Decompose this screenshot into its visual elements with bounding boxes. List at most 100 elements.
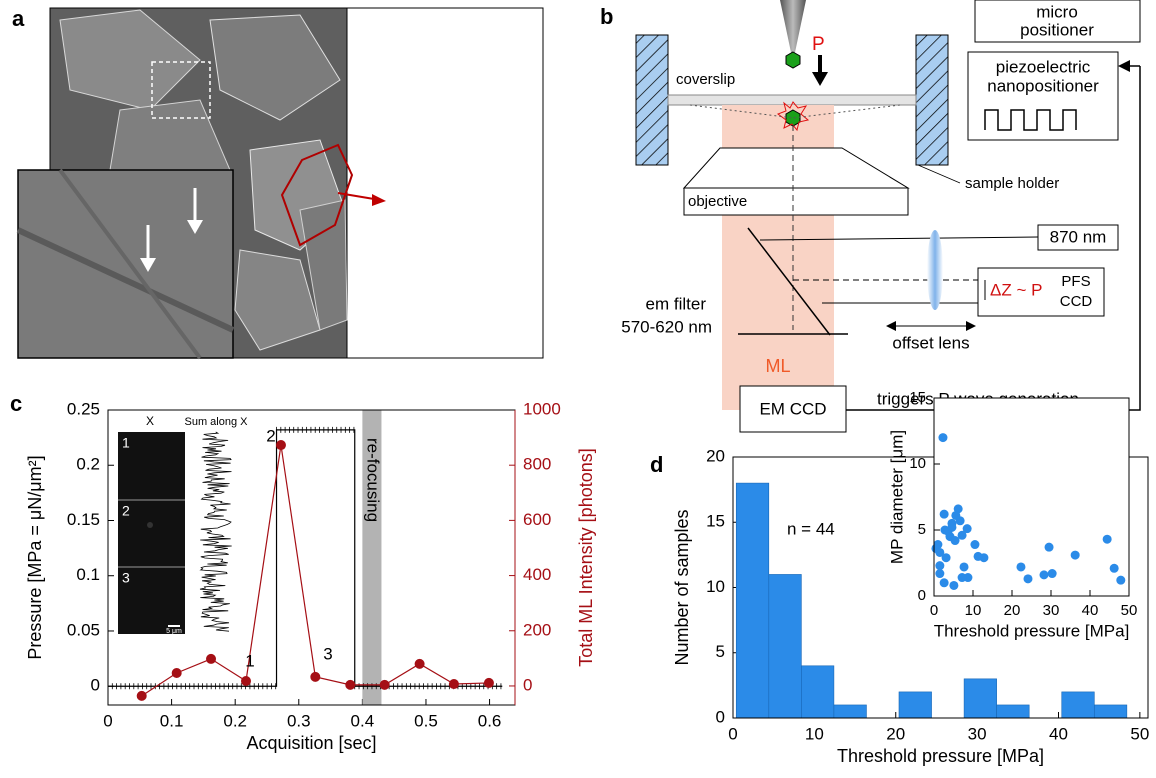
data-point: [310, 671, 321, 682]
y-axis-label: Pressure [MPa = μN/μm²]: [25, 455, 45, 659]
box-label: micro: [1036, 2, 1078, 21]
frame-label: 3: [122, 570, 130, 586]
scale-bar-label: 5 μm: [451, 302, 489, 321]
x-tick-label: 50: [1130, 724, 1149, 743]
ml-label: ML: [765, 356, 790, 376]
panel-label: a: [12, 6, 25, 31]
x-tick-label: 0.3: [287, 711, 311, 730]
y-tick-label: 0: [91, 676, 100, 695]
scatter-point: [973, 551, 983, 561]
y2-tick-label: 400: [523, 565, 551, 584]
x-tick-label: 40: [1082, 602, 1099, 619]
y-tick-label: 0.25: [67, 399, 100, 418]
scatter-point: [957, 530, 967, 540]
x-tick-label: 10: [805, 724, 824, 743]
holder-label: sample holder: [965, 175, 1059, 192]
box-label: nanopositioner: [987, 76, 1099, 95]
x-axis-label: Threshold pressure [MPa]: [837, 746, 1044, 766]
y-tick-label: 20: [706, 446, 725, 465]
box-label: positioner: [1020, 20, 1094, 39]
point-annotation: 3: [323, 644, 332, 663]
scatter-point: [951, 510, 961, 520]
scatter-point: [1102, 534, 1112, 544]
scatter-point: [962, 524, 972, 534]
bar: [833, 704, 867, 719]
x-tick-label: 0.4: [351, 711, 375, 730]
bar: [768, 574, 802, 719]
objective-label: objective: [688, 193, 747, 210]
y2-tick-label: 1000: [523, 399, 561, 418]
y-tick-label: 0.2: [76, 455, 100, 474]
scatter-point: [941, 553, 951, 563]
region-label: re-focusing: [363, 438, 382, 522]
focus-shift-label: ΔZ ~ P: [990, 280, 1042, 299]
x-axis-label: Threshold pressure [MPa]: [934, 621, 1130, 640]
y-tick-label: 0: [918, 587, 926, 604]
x-tick-label: 30: [1043, 602, 1060, 619]
x-tick-label: 0: [930, 602, 938, 619]
y-tick-label: 5: [716, 642, 725, 661]
panel-label: d: [650, 452, 663, 477]
bar: [1093, 704, 1128, 719]
x-axis-label: Acquisition [sec]: [246, 733, 376, 753]
bar: [963, 678, 997, 719]
data-point: [206, 653, 217, 664]
scatter-point: [1044, 542, 1054, 552]
y-axis-label: MP diameter [μm]: [887, 430, 906, 564]
x-tick-label: 30: [968, 724, 987, 743]
scatter-point: [949, 580, 959, 590]
data-point: [448, 679, 459, 690]
x-tick-label: 0: [728, 724, 737, 743]
force-label: P: [812, 34, 825, 55]
c-axis-label: c-axis: [360, 168, 417, 193]
scatter-point: [950, 536, 960, 546]
x-tick-label: 0.2: [223, 711, 247, 730]
box-label: EM CCD: [759, 399, 826, 418]
sem-image: [49, 7, 530, 359]
y-tick-label: 10: [909, 455, 926, 472]
y2-tick-label: 600: [523, 510, 551, 529]
scatter-point: [935, 561, 945, 571]
y-tick-label: 15: [909, 389, 926, 406]
scatter-point: [970, 540, 980, 550]
series-line: [108, 429, 503, 687]
y2-axis-label: Total ML Intensity [photons]: [576, 448, 596, 666]
data-point: [240, 675, 251, 686]
bar: [735, 482, 770, 719]
inset-label: Sum along X: [185, 416, 249, 428]
x-tick-label: 0.6: [478, 711, 502, 730]
scatter-point: [947, 522, 957, 532]
y-tick-label: 15: [706, 512, 725, 531]
scatter-point: [1047, 569, 1057, 579]
bar: [801, 665, 835, 719]
data-point: [345, 679, 356, 690]
inset-label: X: [146, 414, 154, 428]
x-tick-label: 50: [1121, 602, 1138, 619]
scatter-point: [959, 562, 969, 572]
laser-label: 870 nm: [1050, 227, 1107, 246]
frame-label: 2: [122, 503, 130, 519]
y-tick-label: 0.05: [67, 620, 100, 639]
filter-label: em filter: [646, 294, 707, 313]
panel-label: c: [10, 391, 22, 416]
count-annotation: n = 44: [787, 519, 835, 538]
plot-frame: [933, 397, 1130, 597]
x-tick-label: 20: [886, 724, 905, 743]
x-tick-label: 40: [1049, 724, 1068, 743]
data-point: [379, 679, 390, 690]
scatter-point: [1109, 563, 1119, 573]
panel-label: b: [600, 4, 613, 29]
bar: [898, 691, 932, 719]
scatter-point: [938, 433, 948, 443]
x-tick-label: 0.1: [160, 711, 184, 730]
x-tick-label: 10: [965, 602, 982, 619]
bar: [996, 704, 1030, 719]
coverslip-label: coverslip: [676, 71, 735, 88]
y2-tick-label: 0: [523, 675, 532, 694]
scatter-point: [1039, 570, 1049, 580]
y-tick-label: 0.1: [76, 565, 100, 584]
scatter-point: [1023, 574, 1033, 584]
y-tick-label: 10: [706, 577, 725, 596]
scatter-point: [957, 573, 967, 583]
box-label: CCD: [1060, 293, 1093, 310]
